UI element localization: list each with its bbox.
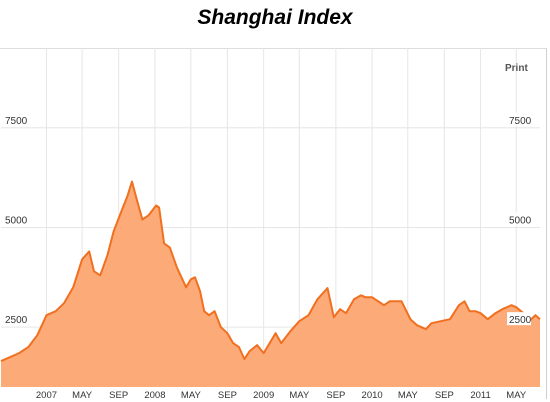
y-tick-left-0: 7500 (5, 116, 28, 127)
index-line (0, 180, 541, 363)
y-tick-right-bg-2 (507, 312, 531, 326)
x-tick-13: MAY (506, 390, 527, 401)
y-tick-right-bg-1 (507, 212, 531, 226)
x-tick-8: SEP (326, 390, 345, 401)
y-tick-right-2: 2500 (509, 315, 532, 326)
y-tick-right-1: 5000 (509, 215, 532, 226)
x-tick-0: 2007 (36, 390, 57, 401)
y-tick-right-0: 7500 (509, 116, 532, 127)
x-tick-10: MAY (398, 390, 419, 401)
print-button[interactable]: Print (505, 63, 528, 74)
x-tick-12: 2011 (470, 390, 490, 401)
x-tick-9: 2010 (362, 390, 383, 401)
x-tick-3: 2008 (144, 390, 165, 401)
y-tick-right-bg-0 (507, 112, 531, 126)
y-tick-left-1: 5000 (5, 215, 28, 226)
y-tick-left-2: 2500 (5, 315, 28, 326)
x-tick-5: SEP (218, 390, 237, 401)
x-tick-2: SEP (109, 390, 128, 401)
x-tick-4: MAY (181, 390, 202, 401)
x-tick-11: SEP (435, 390, 454, 401)
index-area-fill (1, 181, 540, 387)
x-tick-7: MAY (289, 390, 310, 401)
x-tick-1: MAY (72, 390, 93, 401)
x-tick-6: 2009 (253, 390, 274, 401)
chart-title: Shanghai Index (197, 6, 353, 29)
